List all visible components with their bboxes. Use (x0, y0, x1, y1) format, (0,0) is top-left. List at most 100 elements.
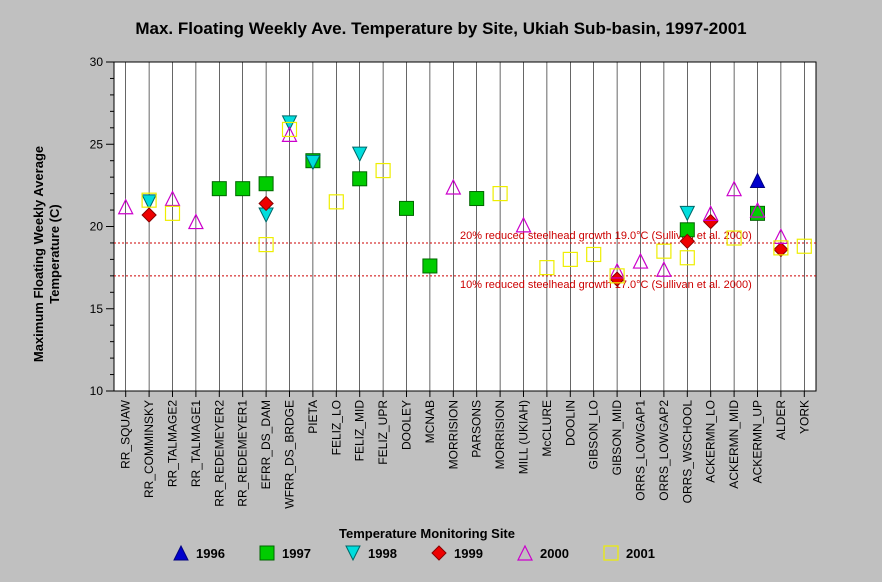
data-point-2001 (773, 240, 789, 256)
y-axis-title-line-1: Maximum Floating Weekly Average (31, 146, 46, 362)
x-tick-label: GIBSON_LO (587, 400, 601, 469)
reference-lines: 20% reduced steelhead growth 19.0°C (Sul… (114, 230, 816, 291)
y-tick-label: 25 (90, 137, 104, 151)
x-tick-label: MORRISION (493, 400, 507, 469)
x-tick-label: RR_REDEMEYER2 (212, 400, 226, 507)
data-point-1997 (211, 181, 227, 197)
data-point-2000 (281, 126, 298, 142)
data-point-2001 (164, 205, 181, 221)
x-tick-label: ORRS_LOWGAP1 (634, 400, 648, 501)
data-point-2000 (117, 198, 134, 215)
y-tick-label: 30 (90, 55, 104, 69)
data-point-2000 (702, 204, 719, 221)
data-point-2001 (679, 250, 695, 266)
x-tick-label: EFRR_DS_DAM (259, 400, 273, 489)
x-tick-label: MILL (UKIAH) (517, 400, 531, 474)
y-tick-label: 10 (90, 384, 104, 398)
x-tick-label: FELIZ_LO (329, 400, 343, 455)
plot-background (113, 61, 817, 392)
data-point-2001 (492, 186, 508, 202)
x-tick-label: GIBSON_MID (610, 400, 624, 476)
x-tick-label: MORRISION (446, 400, 460, 469)
data-point-2000 (749, 201, 766, 218)
legend-label-1996: 1996 (196, 546, 225, 561)
x-tick-label: McCLURE (540, 400, 554, 457)
data-point-2001 (656, 243, 672, 259)
data-point-2001 (281, 121, 298, 138)
data-point-2001 (328, 194, 344, 210)
y-tick-label: 20 (90, 220, 104, 234)
data-point-2000 (445, 178, 462, 195)
data-point-2001 (796, 238, 812, 254)
plot-area (113, 61, 817, 392)
reference-line-label: 20% reduced steelhead growth 19.0°C (Sul… (460, 230, 752, 242)
x-tick-label: PARSONS (470, 400, 484, 458)
x-tick-label: FELIZ_MID (353, 400, 367, 462)
data-point-2000 (726, 180, 743, 197)
data-point-2001 (375, 162, 391, 179)
x-tick-label: RR_COMMINSKY (142, 400, 156, 498)
legend-marker-1997 (259, 545, 275, 561)
legend-marker-1996 (173, 544, 189, 561)
data-point-2001 (586, 246, 602, 263)
data-point-2000 (164, 190, 181, 207)
data-point-2000 (772, 228, 789, 244)
x-tick-label: ORRS_WSCHOOL (680, 400, 694, 504)
legend-label-2000: 2000 (540, 546, 569, 561)
legend-marker-1999 (431, 545, 447, 561)
y-tick-label: 15 (90, 302, 104, 316)
x-tick-label: ALDER (774, 400, 788, 440)
x-tick-label: PIETA (306, 400, 320, 434)
legend-label-1997: 1997 (282, 546, 311, 561)
x-tick-label: ORRS_LOWGAP2 (657, 400, 671, 501)
legend-label-2001: 2001 (626, 546, 655, 561)
data-point-1997 (352, 171, 368, 187)
data-point-1998 (305, 154, 321, 171)
x-axis-categories: RR_SQUAW RR_COMMINSKY RR_TALMAGE2 RR_TALMAG… (119, 391, 811, 509)
legend-marker-2001 (603, 545, 619, 561)
chart-title: Max. Floating Weekly Ave. Temperature by… (135, 19, 746, 38)
x-tick-label: RR_TALMAGE1 (189, 400, 203, 487)
x-tick-label: WFRR_DS_BRDGE (283, 400, 297, 509)
legend-marker-2000 (517, 544, 533, 561)
data-point-1998 (141, 194, 157, 210)
data-point-2001 (539, 260, 555, 276)
data-point-2000 (609, 262, 626, 279)
x-tick-label: DOOLIN (563, 400, 577, 446)
data-point-2000 (632, 252, 649, 269)
data-point-2001 (726, 230, 742, 246)
data-point-2001 (562, 251, 578, 267)
data-point-1997 (399, 200, 414, 216)
x-tick-label: DOOLEY (400, 400, 414, 450)
data-point-1998 (679, 205, 696, 222)
data-point-1999 (773, 241, 789, 258)
x-tick-label: YORK (797, 400, 811, 434)
data-point-1998 (351, 146, 368, 163)
data-point-1997 (235, 181, 251, 197)
x-tick-label: MCNAB (423, 400, 437, 443)
x-tick-label: ACKERMN_MID (727, 400, 741, 489)
data-point-1997 (422, 258, 438, 274)
data-point-2001 (258, 236, 274, 253)
x-tick-label: FELIZ_UPR (376, 400, 390, 465)
data-point-1999 (141, 207, 157, 223)
x-tick-label: RR_SQUAW (119, 399, 133, 469)
legend-marker-1998 (345, 545, 361, 562)
data-point-2000 (187, 213, 204, 230)
data-point-2001 (609, 268, 625, 284)
data-point-1996 (749, 172, 766, 188)
x-tick-label: RR_TALMAGE2 (166, 400, 180, 487)
y-axis-title-line-2: Temperature (C) (47, 204, 62, 303)
data-point-2000 (515, 216, 532, 233)
data-point-1997 (469, 191, 485, 207)
reference-line-label: 10% reduced steelhead growth 17.0°C (Sul… (460, 279, 752, 291)
data-point-1997 (258, 176, 274, 192)
legend-label-1999: 1999 (454, 546, 483, 561)
data-point-1999 (679, 233, 696, 250)
data-point-2000 (655, 260, 672, 277)
x-tick-label: RR_REDEMEYER1 (236, 400, 250, 507)
x-tick-label: ACKERMN_LO (704, 400, 718, 483)
data-points (117, 115, 812, 287)
x-tick-label: ACKERMN_UP (751, 400, 765, 483)
